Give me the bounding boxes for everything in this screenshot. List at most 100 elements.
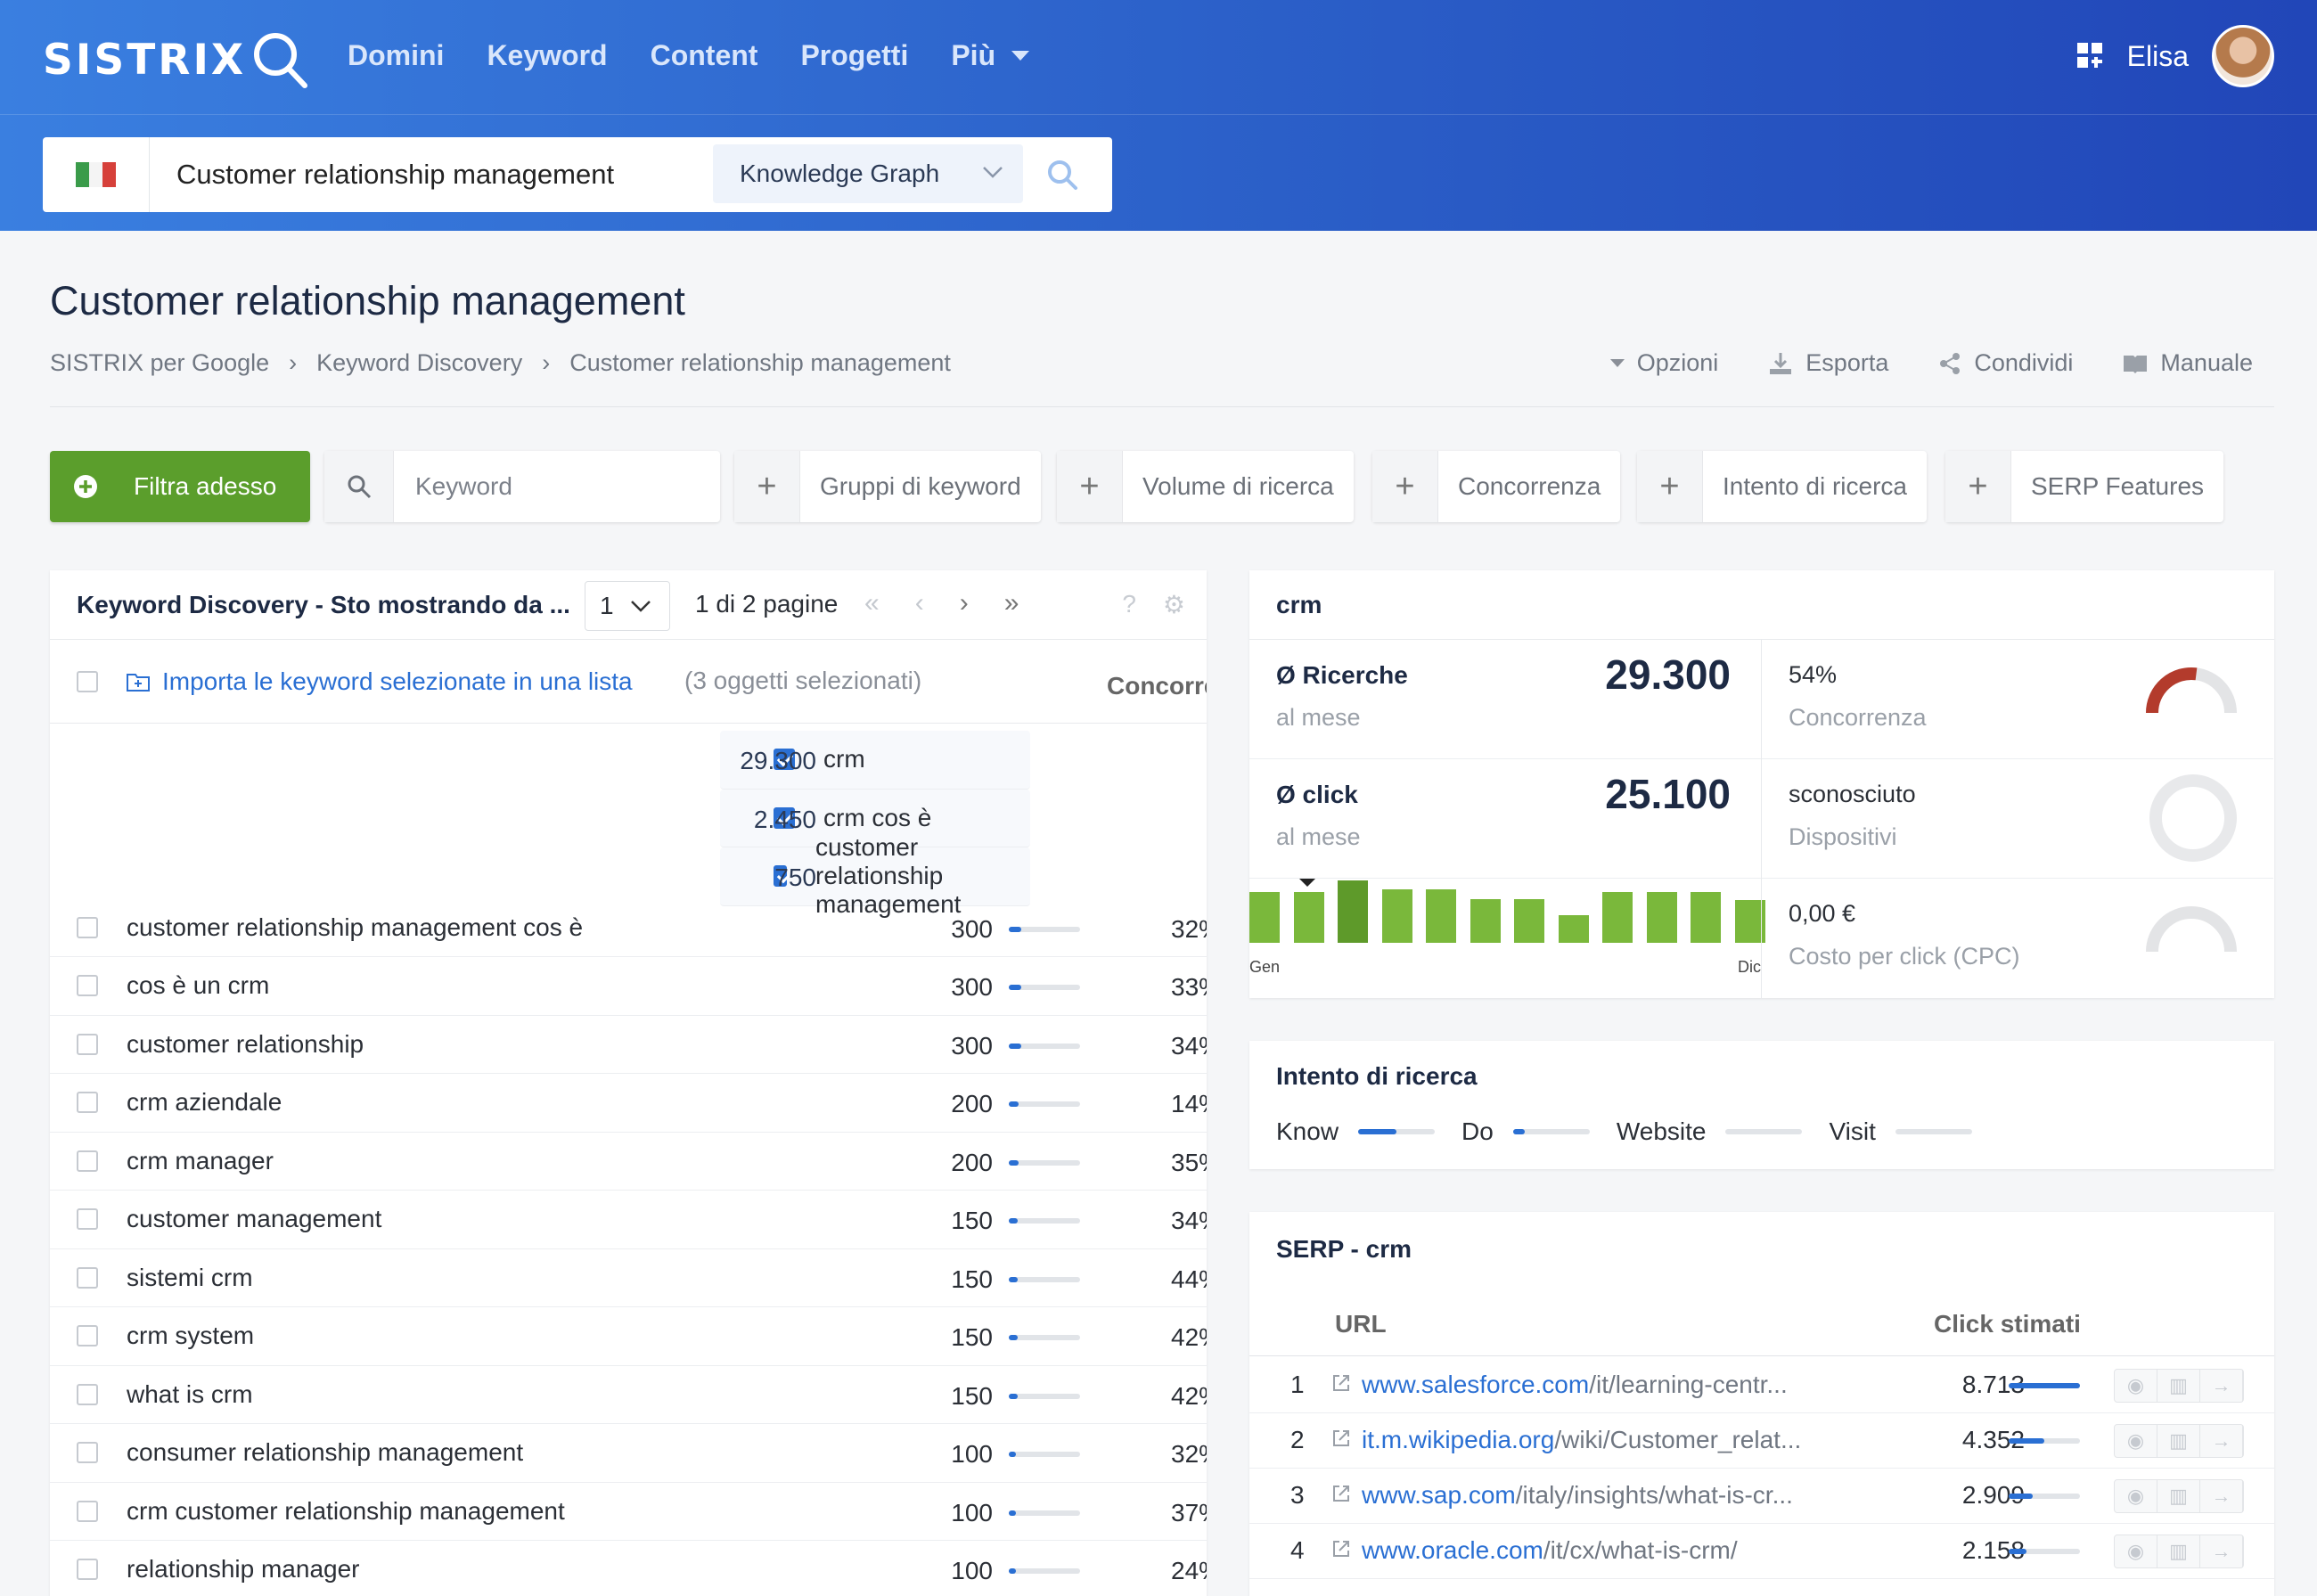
eye-icon[interactable]: ◉ — [2115, 1370, 2157, 1402]
row-checkbox[interactable] — [77, 975, 98, 996]
help-icon[interactable]: ? — [1122, 590, 1136, 619]
keyword-cell[interactable]: customer management — [127, 1205, 381, 1233]
nav-domini[interactable]: Domini — [348, 39, 444, 72]
keyword-cell[interactable]: customer relationship — [127, 1030, 364, 1059]
row-checkbox[interactable] — [77, 1150, 98, 1172]
options-button[interactable]: Opzioni — [1610, 349, 1719, 377]
keyword-cell[interactable]: what is crm — [127, 1380, 253, 1409]
serp-url-link[interactable]: www.sap.com/italy/insights/what-is-cr... — [1331, 1481, 1793, 1510]
row-checkbox[interactable] — [77, 1092, 98, 1113]
table-row[interactable]: sistemi crm 150 44% — [50, 1249, 1207, 1308]
nav-keyword[interactable]: Keyword — [487, 39, 607, 72]
page-select[interactable]: 1 — [585, 581, 670, 631]
arrow-right-icon[interactable]: → — [2200, 1425, 2243, 1457]
gear-icon[interactable]: ⚙ — [1163, 590, 1185, 619]
keyword-cell[interactable]: customer relationship management cos è — [127, 913, 583, 942]
filter-chip-competition[interactable]: + Concorrenza — [1372, 451, 1620, 522]
nav-progetti[interactable]: Progetti — [800, 39, 908, 72]
filter-chip-search-volume[interactable]: + Volume di ricerca — [1057, 451, 1354, 522]
first-page-icon[interactable]: « — [864, 588, 880, 618]
search-mode-select[interactable]: Knowledge Graph — [713, 144, 1023, 203]
keyword-cell[interactable]: crm cos è — [823, 804, 931, 832]
search-input[interactable]: Customer relationship management — [176, 159, 711, 191]
filter-chip-keyword-groups[interactable]: + Gruppi di keyword — [734, 451, 1041, 522]
table-row[interactable]: customer relationship 300 34% — [50, 1016, 1207, 1075]
keyword-cell[interactable]: crm customer relationship management — [127, 1497, 565, 1526]
chart-icon[interactable]: ▥ — [2157, 1535, 2200, 1567]
chart-icon[interactable]: ▥ — [2157, 1480, 2200, 1512]
export-button[interactable]: Esporta — [1768, 349, 1888, 377]
keyword-cell[interactable]: sistemi crm — [127, 1264, 253, 1292]
breadcrumb-item[interactable]: SISTRIX per Google — [50, 349, 269, 377]
keyword-cell[interactable]: relationship manager — [127, 1555, 360, 1584]
select-all-checkbox[interactable] — [77, 671, 98, 692]
nav-more[interactable]: Più — [951, 39, 1029, 72]
table-row[interactable]: consumer relationship management 100 32% — [50, 1424, 1207, 1483]
chart-icon[interactable]: ▥ — [2157, 1425, 2200, 1457]
filter-now-button[interactable]: Filtra adesso — [50, 451, 310, 522]
apps-grid-icon[interactable] — [2077, 43, 2104, 70]
share-label: Condividi — [1974, 349, 2073, 377]
row-checkbox[interactable] — [77, 917, 98, 938]
filter-chip-serp-features[interactable]: + SERP Features — [1945, 451, 2223, 522]
table-row[interactable]: crm system 150 42% — [50, 1307, 1207, 1366]
row-checkbox[interactable] — [77, 1559, 98, 1580]
table-row[interactable]: crm manager 200 35% — [50, 1133, 1207, 1191]
keyword-cell[interactable]: crm aziendale — [127, 1088, 282, 1117]
sistrix-logo[interactable]: SISTRIX — [43, 30, 308, 89]
eye-icon[interactable]: ◉ — [2115, 1480, 2157, 1512]
row-checkbox[interactable] — [77, 1208, 98, 1230]
row-checkbox[interactable] — [77, 1034, 98, 1055]
column-header-competition[interactable]: Concorre — [1107, 672, 1207, 700]
row-checkbox[interactable] — [77, 1325, 98, 1346]
import-to-list-link[interactable]: Importa le keyword selezionate in una li… — [127, 667, 633, 696]
keyword-cell[interactable]: crm — [823, 745, 865, 773]
column-header-url[interactable]: URL — [1335, 1310, 1387, 1338]
eye-icon[interactable]: ◉ — [2115, 1535, 2157, 1567]
filter-chip-search-intent[interactable]: + Intento di ricerca — [1637, 451, 1927, 522]
keyword-cell[interactable]: crm manager — [127, 1147, 274, 1175]
prev-page-icon[interactable]: ‹ — [915, 588, 924, 618]
keyword-cell[interactable]: crm system — [127, 1322, 254, 1350]
arrow-right-icon[interactable]: → — [2200, 1535, 2243, 1567]
table-row[interactable]: customer relationship management cos è 30… — [50, 899, 1207, 958]
row-checkbox[interactable] — [77, 1384, 98, 1405]
chart-icon[interactable]: ▥ — [2157, 1370, 2200, 1402]
table-row[interactable]: cos è un crm 300 33% — [50, 957, 1207, 1016]
serp-url-link[interactable]: www.oracle.com/it/cx/what-is-crm/ — [1331, 1536, 1738, 1565]
user-name[interactable]: Elisa — [2127, 40, 2189, 73]
next-page-icon[interactable]: › — [960, 588, 969, 618]
search-volume-cell: 300 — [951, 973, 993, 1002]
row-checkbox[interactable] — [77, 1501, 98, 1522]
country-flag-italy[interactable] — [43, 137, 150, 212]
manual-button[interactable]: Manuale — [2123, 349, 2253, 377]
nav-content[interactable]: Content — [651, 39, 758, 72]
row-checkbox[interactable] — [77, 1442, 98, 1463]
arrow-right-icon[interactable]: → — [2200, 1480, 2243, 1512]
search-icon[interactable] — [1046, 159, 1078, 191]
table-row[interactable]: crm aziendale 200 14% — [50, 1074, 1207, 1133]
searches-label: Ø Ricerche — [1276, 661, 1408, 690]
serp-url-path: /it/learning-centr... — [1589, 1371, 1788, 1398]
user-avatar[interactable] — [2212, 25, 2274, 87]
serp-row: 3 www.sap.com/italy/insights/what-is-cr..… — [1249, 1467, 2274, 1524]
eye-icon[interactable]: ◉ — [2115, 1425, 2157, 1457]
column-header-clicks[interactable]: Click stimati — [1934, 1310, 2081, 1338]
keyword-filter-input[interactable]: Keyword — [324, 451, 720, 522]
table-row[interactable]: customer management 150 34% — [50, 1191, 1207, 1249]
arrow-right-icon[interactable]: → — [2200, 1370, 2243, 1402]
table-row[interactable]: relationship manager 100 24% — [50, 1541, 1207, 1596]
share-button[interactable]: Condividi — [1938, 349, 2073, 377]
filter-chip-label: SERP Features — [2011, 472, 2223, 501]
keyword-cell[interactable]: cos è un crm — [127, 971, 269, 1000]
serp-url-link[interactable]: it.m.wikipedia.org/wiki/Customer_relat..… — [1331, 1426, 1801, 1454]
table-row[interactable]: what is crm 150 42% — [50, 1366, 1207, 1425]
last-page-icon[interactable]: » — [1004, 588, 1019, 618]
table-row[interactable]: customer relationship management75042% — [720, 847, 1030, 906]
breadcrumb-item[interactable]: Keyword Discovery — [316, 349, 522, 377]
row-checkbox[interactable] — [77, 1267, 98, 1289]
keyword-cell[interactable]: consumer relationship management — [127, 1438, 523, 1467]
table-row[interactable]: crm customer relationship management 100 3… — [50, 1483, 1207, 1542]
serp-url-link[interactable]: www.salesforce.com/it/learning-centr... — [1331, 1371, 1788, 1399]
